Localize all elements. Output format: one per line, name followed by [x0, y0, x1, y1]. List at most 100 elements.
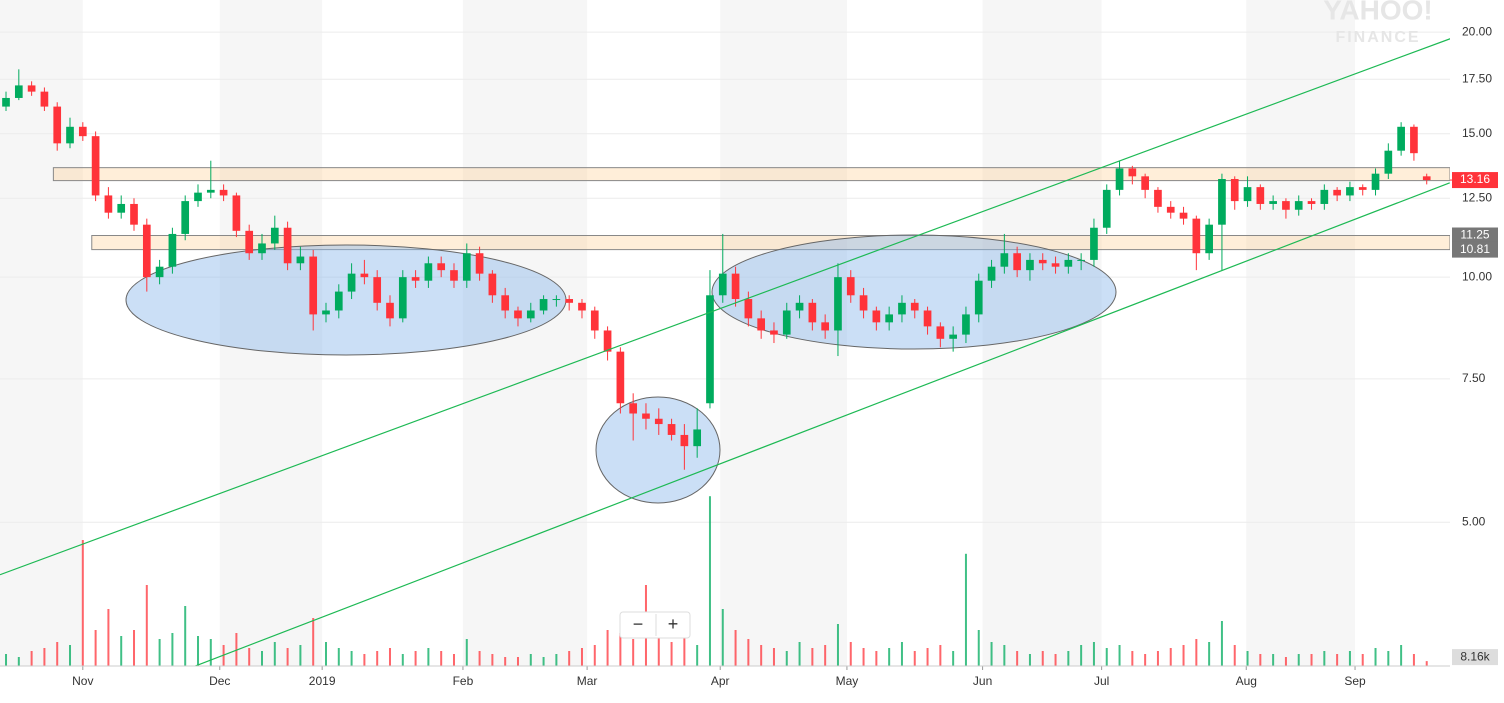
candle-body — [66, 126, 74, 144]
candle-body — [1243, 187, 1252, 202]
volume-bar — [273, 642, 276, 666]
volume-bar — [670, 642, 673, 666]
candle-body — [782, 310, 791, 335]
month-band — [1246, 0, 1356, 666]
candle-body — [1051, 263, 1060, 267]
candle-body — [910, 302, 919, 311]
volume-bar — [1028, 654, 1031, 666]
axis: 5.00 7.50 10.00 12.50 15.00 17.50 20.00 Nov Dec 2… — [0, 24, 1498, 688]
volume-bar — [900, 642, 903, 666]
candle-body — [718, 273, 727, 296]
x-tick-label: Jun — [973, 674, 992, 688]
candle-body — [898, 302, 906, 315]
volume-bar — [683, 633, 686, 666]
candle-body — [923, 310, 932, 327]
volume-bar — [17, 657, 20, 666]
watermark: YAHOO! — [1323, 0, 1432, 25]
price-label: 11.25 — [1460, 228, 1489, 242]
volume-bar — [427, 648, 430, 666]
volume-bar — [1067, 651, 1070, 666]
volume-bar — [286, 648, 289, 666]
candle-body — [949, 334, 957, 339]
last-price-label: 13.16 — [1460, 172, 1490, 186]
volume-bar — [5, 654, 8, 666]
candle-body — [91, 136, 100, 196]
month-band — [0, 0, 83, 666]
volume-bar — [516, 657, 519, 666]
candle-body — [1026, 259, 1034, 271]
candle-body — [53, 106, 62, 144]
volume-bar — [1259, 654, 1262, 666]
candle-body — [398, 277, 407, 319]
zoom-out[interactable]: − — [633, 614, 644, 634]
candle-body — [40, 91, 49, 107]
candle-body — [475, 253, 484, 274]
candle-body — [974, 280, 983, 315]
zones — [52, 167, 1450, 251]
volume-bar — [888, 648, 891, 666]
volume-bar — [184, 606, 187, 666]
zoom-in[interactable]: + — [668, 614, 679, 634]
candle-body — [667, 424, 676, 435]
volume-bar — [824, 645, 827, 666]
x-tick-label: May — [836, 674, 859, 688]
candle-body — [1115, 168, 1124, 190]
volume-label-box — [1452, 649, 1498, 666]
volume-bar — [1131, 651, 1134, 666]
volume-bar — [452, 654, 455, 666]
watermark: FINANCE — [1335, 29, 1420, 46]
candle-body — [1294, 201, 1303, 210]
volume-bar — [555, 654, 558, 666]
volume-bar — [849, 642, 852, 666]
candle-body — [1269, 201, 1277, 204]
volume-bar — [939, 645, 942, 666]
volume-bar — [1361, 654, 1364, 666]
candle-body — [808, 302, 817, 323]
volume-bar — [30, 651, 33, 666]
volume-bar — [1246, 651, 1249, 666]
candle-body — [347, 273, 356, 292]
volume-bar — [913, 651, 916, 666]
volume-bar — [1080, 645, 1083, 666]
volume-bar — [478, 651, 481, 666]
candle-body — [360, 273, 369, 278]
month-band — [219, 0, 323, 666]
volume-bar — [388, 648, 391, 666]
candle-body — [142, 224, 151, 278]
volume-bar — [491, 654, 494, 666]
candle-body — [27, 85, 36, 92]
volume-bar — [1144, 654, 1147, 666]
volume-bar — [580, 648, 583, 666]
candle-body — [450, 270, 458, 281]
volume-bar — [350, 651, 353, 666]
candle-body — [219, 189, 228, 196]
volume-bar — [529, 654, 532, 666]
candle-body — [1346, 187, 1354, 196]
volume-bar — [1208, 642, 1211, 666]
volume-bar — [43, 648, 46, 666]
volume-bar — [81, 540, 84, 666]
month-bands — [0, 0, 1355, 666]
trendline — [0, 38, 1450, 576]
volume-bar — [312, 618, 315, 666]
candle-body — [962, 314, 970, 335]
candle-body — [1102, 189, 1111, 228]
volume-bar — [209, 639, 212, 666]
volume-bar — [197, 636, 200, 666]
zoom-controls: − + — [619, 611, 691, 639]
volume-bar — [260, 651, 263, 666]
volume-bar — [798, 642, 801, 666]
candle-body — [846, 277, 855, 296]
y-tick-label: 10.00 — [1462, 269, 1492, 283]
volume-bar — [1220, 621, 1223, 666]
volume-bar — [1400, 645, 1403, 666]
candle-body — [526, 310, 535, 319]
candle-body — [1154, 189, 1162, 207]
candle-body — [514, 310, 522, 319]
volume-bar — [1233, 645, 1236, 666]
volume-bar — [69, 645, 72, 666]
volume-bar — [465, 639, 468, 666]
candle-body — [1013, 253, 1021, 271]
x-tick-label: Mar — [577, 674, 598, 688]
